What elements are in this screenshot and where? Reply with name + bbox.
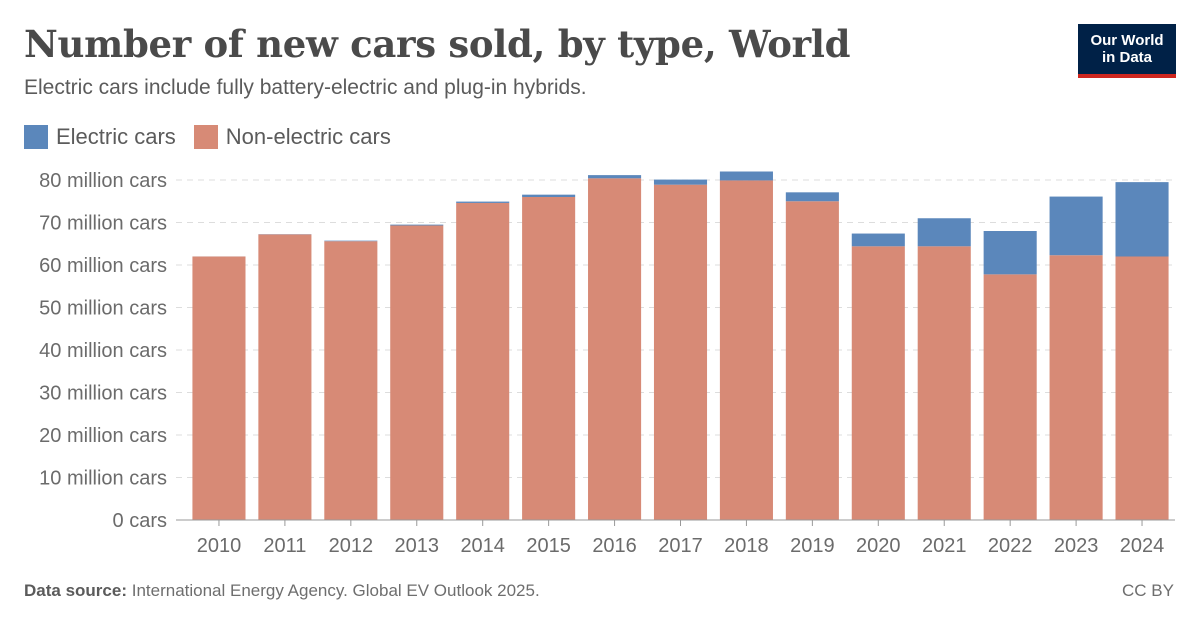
bar-nonelectric (1049, 255, 1103, 520)
legend-item-nonelectric[interactable]: Non-electric cars (193, 124, 391, 150)
legend-item-electric[interactable]: Electric cars (24, 124, 176, 150)
bar-electric (1115, 182, 1169, 257)
bar-electric (653, 179, 708, 185)
logo-line-1: Our World (1090, 32, 1164, 49)
x-tick-label: 2011 (263, 535, 306, 557)
x-tick-label: 2022 (988, 535, 1033, 557)
legend-label-nonelectric: Non-electric cars (225, 124, 391, 149)
bar-electric (324, 240, 378, 242)
bar-nonelectric (192, 256, 246, 520)
bar-nonelectric (983, 274, 1037, 520)
legend-swatch-electric (24, 125, 48, 149)
bar-nonelectric (1115, 256, 1169, 520)
bar-nonelectric (390, 225, 444, 520)
bar-electric (851, 233, 905, 247)
x-tick-label: 2013 (395, 535, 440, 557)
bar-electric (522, 194, 576, 197)
bar-nonelectric (258, 234, 312, 520)
bar-electric (983, 231, 1037, 275)
legend-label-electric: Electric cars (56, 124, 176, 149)
bar-nonelectric (917, 246, 971, 521)
legend: Electric cars Non-electric cars (24, 124, 409, 150)
x-tick-label: 2023 (1054, 535, 1099, 557)
x-tick-label: 2020 (856, 535, 901, 557)
owid-logo[interactable]: Our World in Data (1078, 24, 1176, 78)
bar-nonelectric (522, 197, 576, 520)
bar-nonelectric (851, 246, 905, 521)
y-tick-label: 0 cars (113, 510, 167, 532)
y-tick-label: 40 million cars (39, 340, 167, 362)
x-tick-label: 2024 (1120, 535, 1165, 557)
source-label: Data source: (24, 581, 127, 600)
bar-nonelectric (785, 201, 839, 520)
x-tick-label: 2017 (658, 535, 703, 557)
y-tick-label: 30 million cars (39, 383, 167, 405)
bar-electric (719, 171, 773, 181)
chart-title: Number of new cars sold, by type, World (24, 22, 851, 66)
bar-electric (588, 175, 642, 179)
footer-source: Data source: International Energy Agency… (24, 581, 540, 601)
y-tick-label: 50 million cars (39, 298, 167, 320)
bar-nonelectric (588, 178, 642, 521)
x-tick-label: 2012 (329, 535, 374, 557)
x-tick-label: 2015 (526, 535, 571, 557)
chart-subtitle: Electric cars include fully battery-elec… (24, 76, 587, 99)
x-tick-label: 2019 (790, 535, 835, 557)
x-tick-label: 2018 (724, 535, 769, 557)
y-tick-label: 10 million cars (39, 468, 167, 490)
bar-electric (1049, 196, 1103, 256)
y-tick-label: 70 million cars (39, 213, 167, 235)
legend-swatch-nonelectric (193, 125, 218, 149)
x-tick-label: 2016 (592, 535, 637, 557)
x-tick-label: 2021 (922, 535, 967, 557)
bar-electric (917, 218, 971, 247)
y-tick-label: 20 million cars (39, 425, 167, 447)
license-link[interactable]: CC BY (1122, 581, 1174, 600)
y-tick-label: 60 million cars (39, 255, 167, 277)
logo-line-2: in Data (1101, 49, 1152, 66)
x-tick-label: 2010 (197, 535, 242, 557)
bar-nonelectric (324, 241, 378, 520)
bar-electric (390, 224, 444, 226)
bar-nonelectric (653, 184, 708, 521)
x-tick-label: 2014 (460, 535, 505, 557)
y-tick-label: 80 million cars (39, 170, 167, 192)
bar-electric (785, 192, 839, 202)
bar-electric (456, 201, 510, 203)
bar-nonelectric (456, 202, 510, 520)
source-link[interactable]: International Energy Agency. Global EV O… (131, 581, 540, 600)
bar-nonelectric (719, 180, 773, 521)
